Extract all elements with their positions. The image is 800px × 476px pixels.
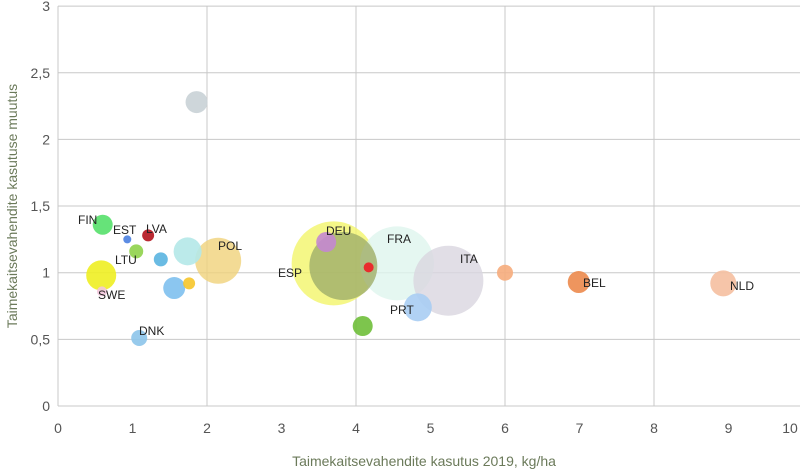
point-label-ltu: LTU xyxy=(115,253,137,267)
x-tick-label: 2 xyxy=(203,420,211,436)
point-label-deu: DEU xyxy=(326,224,351,238)
bubble xyxy=(363,262,374,273)
y-tick-label: 2,5 xyxy=(31,65,51,81)
bubble xyxy=(86,260,117,291)
bubble-lva xyxy=(142,229,155,242)
y-tick-label: 0,5 xyxy=(31,331,51,347)
point-label-fin: FIN xyxy=(78,213,97,227)
point-label-ita: ITA xyxy=(460,252,478,266)
y-tick-label: 2 xyxy=(42,131,50,147)
point-label-fra: FRA xyxy=(387,232,411,246)
point-label-est: EST xyxy=(113,223,137,237)
point-label-swe: SWE xyxy=(98,288,125,302)
bubble xyxy=(352,316,373,337)
bubble-ita xyxy=(413,245,484,316)
point-label-prt: PRT xyxy=(390,303,414,317)
x-tick-label: 3 xyxy=(278,420,286,436)
x-axis-title: Taimekaitsevahendite kasutus 2019, kg/ha xyxy=(292,453,556,469)
y-tick-label: 1,5 xyxy=(31,198,51,214)
y-tick-label: 0 xyxy=(42,398,50,414)
bubble-bel xyxy=(567,271,590,294)
bubble xyxy=(153,252,168,267)
bubble xyxy=(173,237,202,266)
bubble-ltu xyxy=(129,244,144,259)
bubbles xyxy=(86,91,737,347)
y-tick-label: 3 xyxy=(42,0,50,14)
bubble-prt xyxy=(403,293,432,322)
bubble-nld xyxy=(710,270,737,297)
x-tick-label: 10 xyxy=(782,420,798,436)
gridlines xyxy=(57,5,800,407)
bubble-pol xyxy=(195,237,242,284)
bubble-dnk xyxy=(131,330,148,347)
bubble xyxy=(185,91,208,114)
point-label-dnk: DNK xyxy=(139,324,164,338)
x-tick-label: 9 xyxy=(725,420,733,436)
point-label-lva: LVA xyxy=(146,222,167,236)
point-label-bel: BEL xyxy=(583,276,606,290)
point-label-pol: POL xyxy=(218,239,242,253)
bubble-fin xyxy=(92,214,113,235)
bubble xyxy=(497,264,513,281)
y-axis-title: Taimekaitsevahendite kasutuse muutus xyxy=(4,84,20,328)
point-label-esp: ESP xyxy=(278,266,302,280)
x-tick-label: 4 xyxy=(352,420,360,436)
bubble xyxy=(163,277,186,300)
y-tick-label: 1 xyxy=(42,265,50,281)
x-tick-label: 5 xyxy=(427,420,435,436)
bubble-est xyxy=(123,235,132,244)
x-tick-label: 0 xyxy=(54,420,62,436)
point-label-nld: NLD xyxy=(730,279,754,293)
bubble-swe xyxy=(96,286,107,297)
x-tick-label: 8 xyxy=(650,420,658,436)
x-tick-label: 6 xyxy=(501,420,509,436)
bubble xyxy=(183,277,196,290)
x-tick-label: 1 xyxy=(129,420,137,436)
x-tick-label: 7 xyxy=(576,420,584,436)
bubble-deu xyxy=(316,232,337,253)
point-labels: ESP FRA ITA POL SWE FIN EST LVA LTU DNK DEU PRT BEL N… xyxy=(78,213,754,338)
tick-labels: 0 1 2 3 4 5 6 7 8 9 10 0 0,5 1 1,5 2 2,5 3 xyxy=(31,0,798,436)
